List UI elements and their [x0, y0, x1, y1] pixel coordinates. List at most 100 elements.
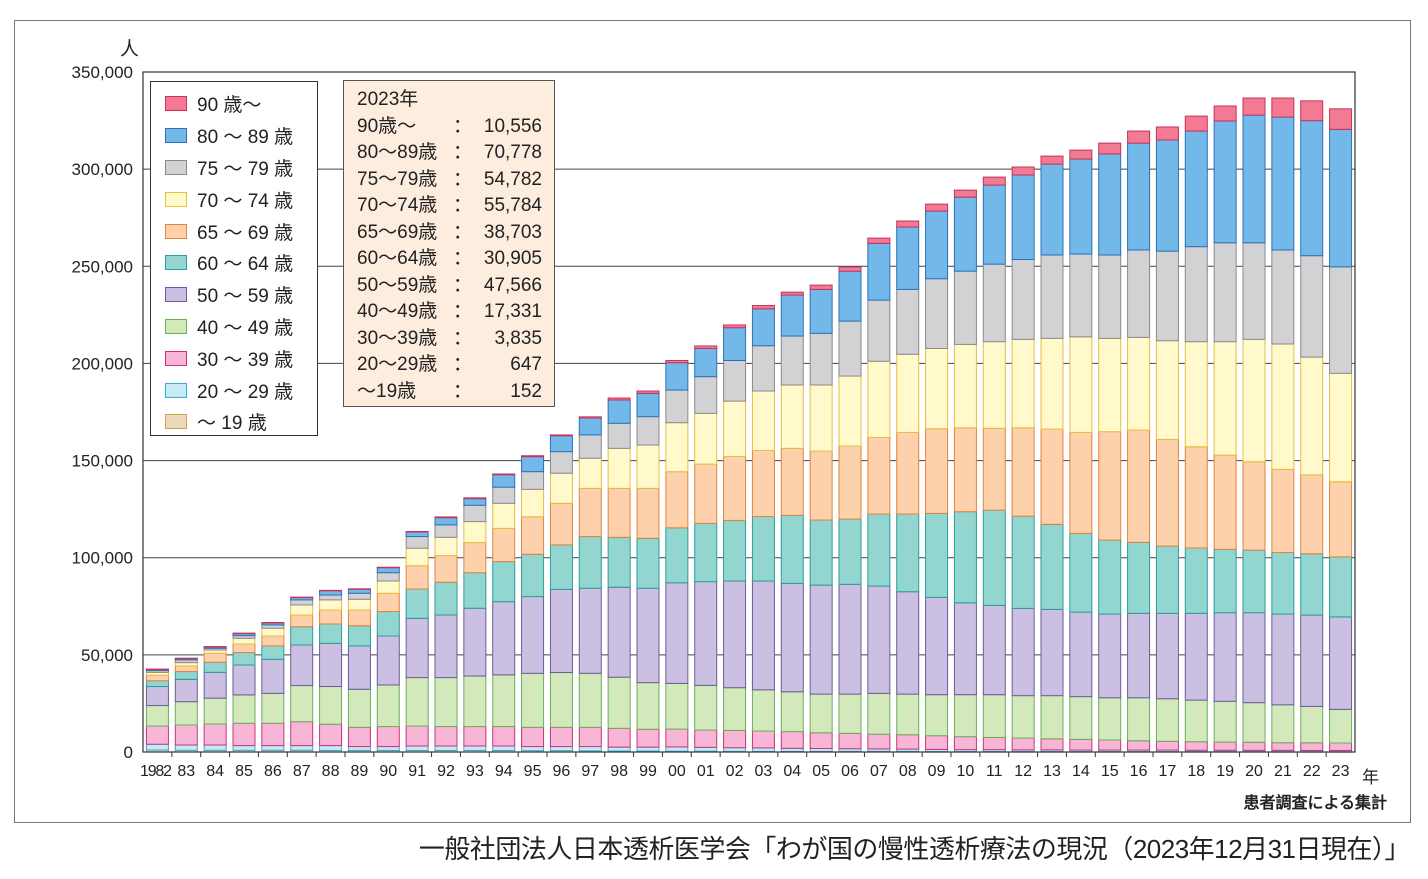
bar-segment-5-02 [723, 519, 747, 582]
bar-segment-5-15 [1098, 539, 1122, 615]
bar-segment-9-12 [1011, 174, 1035, 260]
bar-segment-3-90 [376, 684, 400, 728]
y-tick-label: 200,000 [72, 354, 133, 373]
bar-segment-5-17 [1155, 545, 1179, 614]
bar-segment-7-02 [723, 400, 747, 457]
bar-segment-1-95 [521, 746, 545, 752]
x-tick-label: 18 [1187, 763, 1205, 780]
bar-segment-9-03 [751, 308, 775, 347]
bar-segment-7-90 [376, 580, 400, 594]
bar-segment-5-23 [1329, 556, 1353, 618]
legend-swatch [165, 382, 187, 398]
legend-item: 〜 19 歳 [151, 406, 317, 438]
bar-segment-2-04 [780, 731, 804, 749]
bar-segment-4-09 [925, 596, 949, 696]
info-label: 〜19歳 [357, 380, 417, 402]
info-label: 50〜59歳 [357, 274, 438, 296]
y-tick-label: 100,000 [72, 549, 133, 568]
bar-segment-7-15 [1098, 337, 1122, 433]
bar-segment-3-83 [174, 701, 198, 726]
bar-segment-2-14 [1069, 738, 1093, 751]
bar-segment-1-1982 [145, 743, 169, 751]
bar-segment-6-83 [174, 665, 198, 673]
bar-segment-6-06 [838, 445, 862, 520]
bar-segment-5-95 [521, 553, 545, 598]
legend-label: 65 〜 69 歳 [197, 222, 294, 244]
x-tick-label: 06 [841, 763, 859, 780]
legend-label: 50 〜 59 歳 [197, 286, 294, 308]
bar-segment-4-16 [1127, 612, 1151, 699]
bar-segment-4-87 [290, 644, 314, 687]
bar-segment-9-20 [1242, 114, 1266, 244]
bar-segment-8-06 [838, 320, 862, 377]
bar-segment-4-88 [319, 642, 343, 688]
bar-segment-2-90 [376, 726, 400, 748]
bar-segment-3-96 [549, 672, 573, 728]
bar-segment-5-88 [319, 623, 343, 644]
bar-segment-8-08 [896, 288, 920, 355]
bar-segment-6-85 [232, 643, 256, 654]
bar-segment-6-03 [751, 449, 775, 518]
bar-segment-3-88 [319, 686, 343, 725]
bar-segment-9-11 [982, 184, 1006, 265]
bar-segment-7-05 [809, 384, 833, 452]
info-row: 75〜79歳 ： 54,782 [357, 167, 542, 194]
info-row: 40〜49歳 ： 17,331 [357, 299, 542, 326]
bar-segment-6-91 [405, 565, 429, 590]
bar-segment-10-04 [780, 291, 804, 296]
bar-segment-2-98 [607, 727, 631, 748]
bar-segment-2-09 [925, 735, 949, 750]
bar-segment-10-84 [203, 646, 227, 648]
bar-segment-8-04 [780, 335, 804, 386]
bar-segment-4-84 [203, 671, 227, 699]
info-colon: ： [453, 380, 473, 402]
bar-segment-10-05 [809, 284, 833, 290]
bar-segment-9-22 [1300, 120, 1324, 257]
bar-segment-9-90 [376, 567, 400, 574]
bar-segment-9-98 [607, 399, 631, 424]
legend-swatch [165, 287, 187, 303]
bar-segment-10-14 [1069, 149, 1093, 160]
bar-segment-6-12 [1011, 427, 1035, 517]
bar-segment-6-00 [665, 471, 689, 529]
bar-segment-6-1982 [145, 674, 169, 682]
bar-segment-4-99 [636, 587, 660, 684]
bar-segment-2-97 [578, 726, 602, 748]
legend-label: 80 〜 89 歳 [197, 127, 294, 149]
bar-segment-7-93 [463, 521, 487, 544]
bar-segment-8-10 [953, 270, 977, 345]
legend-label: 75 〜 79 歳 [197, 158, 294, 180]
bar-segment-8-03 [751, 345, 775, 392]
bar-segment-5-12 [1011, 515, 1035, 609]
bar-segment-10-16 [1127, 130, 1151, 144]
bar-segment-1-83 [174, 744, 198, 751]
bar-segment-4-20 [1242, 612, 1266, 704]
x-tick-label: 84 [206, 763, 224, 780]
bar-segment-1-97 [578, 746, 602, 752]
bar-segment-3-86 [261, 692, 285, 724]
bar-segment-10-85 [232, 632, 256, 635]
legend-label: 90 歳〜 [197, 95, 262, 117]
bar-segment-3-15 [1098, 697, 1122, 741]
bar-segment-3-22 [1300, 705, 1324, 744]
bar-segment-9-14 [1069, 158, 1093, 255]
x-tick-label: 11 [986, 763, 1003, 780]
legend-item: 50 〜 59 歳 [151, 279, 317, 311]
bar-segment-10-07 [867, 237, 891, 244]
bar-segment-3-03 [751, 689, 775, 732]
bar-segment-4-23 [1329, 616, 1353, 710]
bar-segment-1-00 [665, 746, 689, 752]
bar-segment-10-87 [290, 596, 314, 599]
bar-segment-4-03 [751, 580, 775, 691]
info-label: 40〜49歳 [357, 301, 438, 322]
bar-segment-1-88 [319, 745, 343, 751]
x-tick-label: 23 [1332, 763, 1350, 780]
bar-segment-3-87 [290, 685, 314, 723]
x-tick-label: 12 [1014, 763, 1032, 780]
bar-segment-5-19 [1213, 548, 1237, 614]
bar-segment-1-96 [549, 746, 573, 752]
bar-segment-7-86 [261, 627, 285, 637]
bar-segment-3-91 [405, 677, 429, 727]
bar-segment-10-13 [1040, 155, 1064, 165]
bar-segment-2-17 [1155, 740, 1179, 751]
